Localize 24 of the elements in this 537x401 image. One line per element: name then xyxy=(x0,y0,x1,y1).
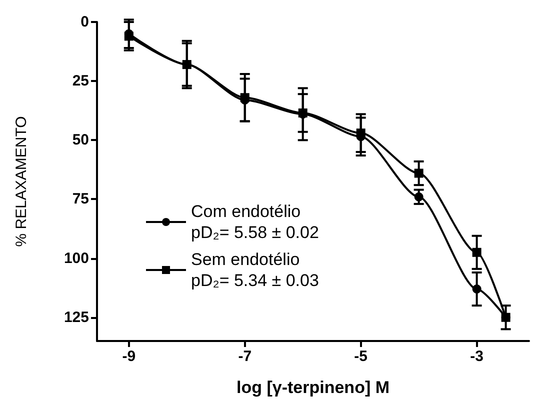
y-axis-title: % RELAXAMENTO xyxy=(13,116,30,247)
legend-label: Sem endotélio xyxy=(191,250,300,269)
x-axis-title: log [γ-terpineno] M xyxy=(236,378,390,397)
x-tick-label: -7 xyxy=(238,348,252,365)
annotation: pD₂= 5.34 ± 0.03 xyxy=(191,271,319,290)
point xyxy=(414,168,424,178)
point xyxy=(472,248,482,257)
point xyxy=(182,60,192,70)
y-tick-label: 75 xyxy=(72,190,89,208)
y-tick-label: 100 xyxy=(64,250,89,267)
x-tick-label: -5 xyxy=(354,348,368,365)
point xyxy=(414,192,424,202)
point xyxy=(501,312,510,322)
point xyxy=(472,284,482,294)
annotation: pD₂= 5.58 ± 0.02 xyxy=(191,223,319,242)
x-tick-label: -9 xyxy=(122,348,136,365)
x-tick-label: -3 xyxy=(470,348,484,365)
y-tick-label: 25 xyxy=(72,72,89,90)
y-tick-label: 0 xyxy=(80,14,89,30)
y-tick-label: 50 xyxy=(72,132,89,149)
point xyxy=(124,32,134,41)
y-tick-label: 125 xyxy=(64,308,89,326)
point xyxy=(356,128,366,138)
legend-label: Com endotélio xyxy=(191,202,301,221)
